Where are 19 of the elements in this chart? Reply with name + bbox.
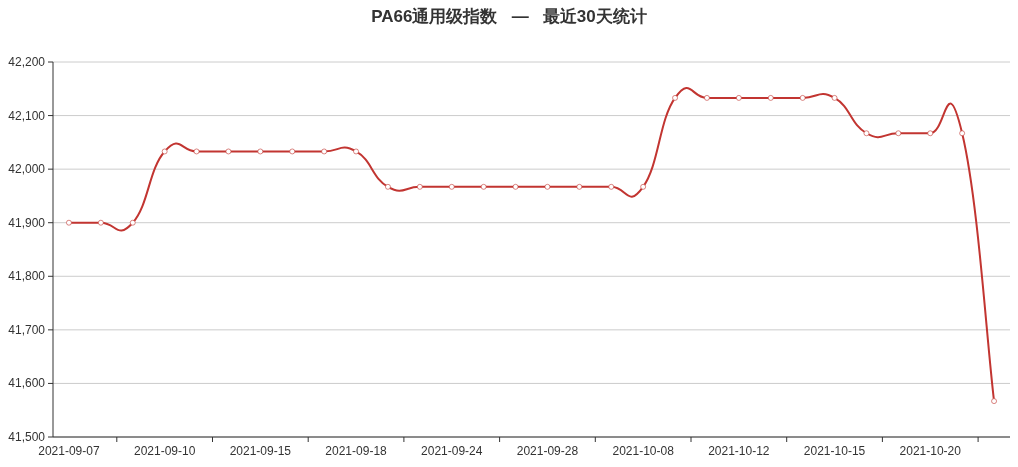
y-tick-label: 42,000 — [8, 162, 46, 177]
x-tick-label: 2021-10-12 — [708, 444, 770, 458]
y-tick-label: 41,500 — [8, 430, 46, 444]
y-tick-label: 41,600 — [8, 376, 46, 391]
x-tick-label: 2021-10-15 — [803, 444, 866, 458]
x-tick-label: 2021-09-24 — [421, 444, 483, 458]
x-tick-label: 2021-10-20 — [899, 444, 962, 458]
x-tick-label: 2021-09-28 — [516, 444, 579, 458]
x-tick-label: 2021-09-07 — [38, 444, 100, 458]
y-tick-label: 41,900 — [8, 215, 46, 230]
y-tick-label: 42,100 — [8, 108, 46, 123]
x-tick-label: 2021-09-10 — [133, 444, 196, 458]
x-tick-label: 2021-09-18 — [325, 444, 388, 458]
x-tick-label: 2021-09-15 — [229, 444, 292, 458]
x-tick-label: 2021-10-08 — [612, 444, 675, 458]
chart-title: PA66通用级指数 — 最近30天统计 — [371, 7, 647, 26]
y-tick-label: 41,700 — [8, 322, 46, 337]
y-tick-label: 42,200 — [8, 55, 46, 69]
y-tick-label: 41,800 — [8, 269, 46, 284]
